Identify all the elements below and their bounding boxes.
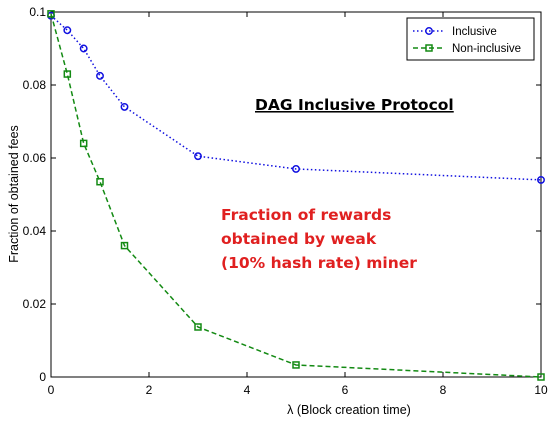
legend-label-inclusive: Inclusive <box>452 26 497 38</box>
annotation-note-line-2: obtained by weak <box>221 230 377 248</box>
annotation-note-line-3: (10% hash rate) miner <box>221 254 417 272</box>
legend-box <box>406 17 535 61</box>
y-tick-label: 0.06 <box>23 151 47 165</box>
x-tick-label: 10 <box>534 383 548 397</box>
plot-area <box>50 11 542 378</box>
data-point-inclusive <box>120 102 129 111</box>
series-line-non-inclusive <box>50 13 542 378</box>
y-tick-label: 0.02 <box>23 297 47 311</box>
y-axis-label: Fraction of obtained fees <box>7 125 21 263</box>
y-tick-label: 0 <box>39 370 46 384</box>
x-tick-label: 0 <box>48 383 55 397</box>
x-tick-label: 8 <box>440 383 447 397</box>
data-point-non-inclusive <box>63 70 72 78</box>
data-point-inclusive <box>194 152 202 161</box>
data-point-non-inclusive <box>292 361 300 369</box>
legend-marker-noninclusive <box>425 44 433 52</box>
data-point-inclusive <box>63 26 72 35</box>
data-point-inclusive <box>79 44 88 53</box>
data-point-inclusive <box>292 165 300 173</box>
legend-marker-inclusive <box>425 27 433 35</box>
annotation-title: DAG Inclusive Protocol <box>255 96 454 114</box>
x-axis-label: λ (Block creation time) <box>287 403 411 417</box>
data-point-non-inclusive <box>537 373 545 381</box>
x-tick-label: 6 <box>342 383 349 397</box>
series-line-inclusive <box>50 15 542 181</box>
x-tick-label: 2 <box>146 383 153 397</box>
data-point-inclusive <box>96 71 104 80</box>
annotation-note-line-1: Fraction of rewards <box>221 206 391 224</box>
y-tick-label: 0.08 <box>23 78 47 92</box>
data-point-non-inclusive <box>194 323 202 331</box>
data-point-non-inclusive <box>47 10 55 18</box>
legend-label-noninclusive: Non-inclusive <box>452 43 521 55</box>
x-tick-label: 4 <box>244 383 251 397</box>
data-point-non-inclusive <box>79 139 88 148</box>
data-point-non-inclusive <box>96 177 104 186</box>
series-layer <box>47 10 545 381</box>
y-tick-label: 0.04 <box>23 224 47 238</box>
legend: Inclusive Non-inclusive <box>406 17 535 61</box>
data-point-inclusive <box>537 175 545 184</box>
data-point-non-inclusive <box>120 241 129 250</box>
axis-ticks: 0 2 4 6 8 10 0 0.02 0.04 0.06 0.08 0.1 <box>23 5 548 397</box>
y-tick-label: 0.1 <box>29 5 46 19</box>
